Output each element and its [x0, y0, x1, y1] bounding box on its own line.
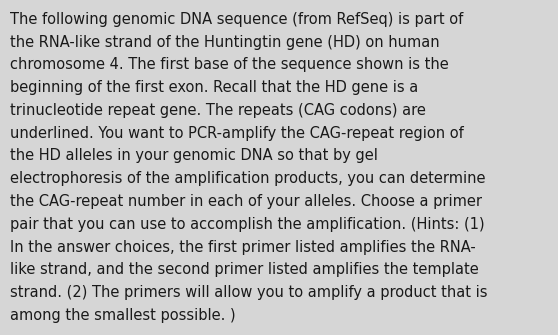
- Text: the RNA-like strand of the Huntingtin gene (HD) on human: the RNA-like strand of the Huntingtin ge…: [10, 35, 440, 50]
- Text: the HD alleles in your genomic DNA so that by gel: the HD alleles in your genomic DNA so th…: [10, 148, 378, 163]
- Text: The following genomic DNA sequence (from RefSeq) is part of: The following genomic DNA sequence (from…: [10, 12, 463, 27]
- Text: pair that you can use to accomplish the amplification. (Hints: (1): pair that you can use to accomplish the …: [10, 217, 485, 232]
- Text: strand. (2) The primers will allow you to amplify a product that is: strand. (2) The primers will allow you t…: [10, 285, 488, 300]
- Text: In the answer choices, the first primer listed amplifies the RNA-: In the answer choices, the first primer …: [10, 240, 476, 255]
- Text: trinucleotide repeat gene. The repeats (CAG codons) are: trinucleotide repeat gene. The repeats (…: [10, 103, 426, 118]
- Text: among the smallest possible. ): among the smallest possible. ): [10, 308, 235, 323]
- Text: like strand, and the second primer listed amplifies the template: like strand, and the second primer liste…: [10, 262, 479, 277]
- Text: beginning of the first exon. Recall that the HD gene is a: beginning of the first exon. Recall that…: [10, 80, 418, 95]
- Text: underlined. You want to PCR-amplify the CAG-repeat region of: underlined. You want to PCR-amplify the …: [10, 126, 464, 141]
- Text: chromosome 4. The first base of the sequence shown is the: chromosome 4. The first base of the sequ…: [10, 57, 449, 72]
- Text: the CAG-repeat number in each of your alleles. Choose a primer: the CAG-repeat number in each of your al…: [10, 194, 482, 209]
- Text: electrophoresis of the amplification products, you can determine: electrophoresis of the amplification pro…: [10, 171, 485, 186]
